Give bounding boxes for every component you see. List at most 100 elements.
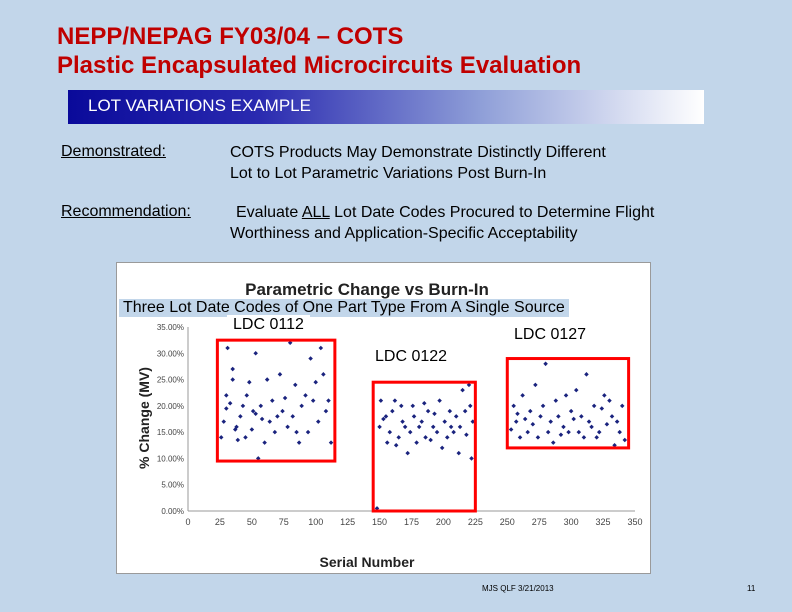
data-point <box>444 435 450 440</box>
lot-highlight-box-1 <box>371 380 477 513</box>
data-point <box>530 421 536 427</box>
data-point <box>517 435 523 440</box>
footer-text: MJS QLF 3/21/2013 <box>482 584 554 593</box>
lot-label-ldc-0127: LDC 0127 <box>508 325 593 345</box>
data-point <box>390 408 395 414</box>
data-point <box>238 414 243 419</box>
slide-title: NEPP/NEPAG FY03/04 – COTS Plastic Encaps… <box>57 22 581 80</box>
data-point <box>462 408 468 414</box>
data-point <box>416 424 422 430</box>
x-tick-label: 225 <box>468 517 483 527</box>
y-tick-label: 25.00% <box>157 376 184 385</box>
data-point <box>299 403 304 409</box>
data-point <box>538 414 543 419</box>
data-point <box>290 414 295 419</box>
y-tick-label: 20.00% <box>157 402 184 411</box>
data-point <box>545 429 551 435</box>
y-axis-label: % Change (MV) <box>136 367 152 469</box>
x-tick-label: 300 <box>564 517 579 527</box>
data-point <box>303 393 308 398</box>
data-point <box>525 429 530 435</box>
data-point <box>285 424 290 430</box>
data-point <box>540 403 546 409</box>
data-point <box>599 406 605 411</box>
recommendation-label: Recommendation: <box>61 203 191 220</box>
data-point <box>558 432 564 438</box>
x-tick-label: 100 <box>308 517 323 527</box>
data-point <box>432 411 437 417</box>
data-point <box>419 419 424 424</box>
recommendation-line-2: Worthiness and Application-Specific Acce… <box>230 225 578 242</box>
data-point <box>224 406 229 411</box>
x-tick-label: 25 <box>215 517 225 527</box>
demonstrated-text: COTS Products May Demonstrate Distinctly… <box>230 142 606 184</box>
data-point <box>392 398 398 403</box>
data-point <box>321 372 326 377</box>
data-point <box>553 398 559 403</box>
data-point <box>277 372 283 377</box>
data-point <box>393 443 399 448</box>
data-point <box>422 400 427 406</box>
data-point <box>563 393 569 398</box>
recommendation-line-1: Evaluate ALL Lot Date Codes Procured to … <box>236 202 654 223</box>
data-point <box>543 361 548 367</box>
data-point <box>253 351 258 356</box>
data-point <box>264 377 270 382</box>
section-banner-text: LOT VARIATIONS EXAMPLE <box>88 96 311 115</box>
data-point <box>437 398 442 403</box>
data-point <box>535 435 541 440</box>
data-point <box>551 440 556 445</box>
data-point <box>604 421 610 427</box>
recommendation-emphasis: ALL <box>301 204 330 221</box>
data-point <box>270 398 275 403</box>
demonstrated-line-2: Lot to Lot Parametric Variations Post Bu… <box>230 165 547 182</box>
data-point <box>561 424 566 430</box>
data-point <box>258 403 264 409</box>
data-point <box>396 435 401 440</box>
data-point <box>448 424 454 430</box>
data-point <box>227 400 233 406</box>
section-banner: LOT VARIATIONS EXAMPLE <box>68 90 704 124</box>
recommendation-post: Lot Date Codes Procured to Determine Fli… <box>329 204 655 221</box>
data-point <box>457 424 463 430</box>
data-point <box>383 414 389 419</box>
data-point <box>533 382 538 388</box>
data-point <box>589 424 594 430</box>
x-axis-label: Serial Number <box>320 554 415 570</box>
recommendation-pre: Evaluate <box>236 204 302 221</box>
data-point <box>456 450 462 456</box>
data-point <box>442 419 447 424</box>
recommendation-text: Evaluate ALL Lot Date Codes Procured to … <box>236 202 654 223</box>
data-point <box>310 398 316 403</box>
data-point <box>614 419 620 424</box>
scatter-chart: 0.00% 5.00% 10.00% 15.00% 20.00% 25.00% 30.00%… <box>116 262 651 574</box>
data-point <box>464 432 469 438</box>
lot-label-ldc-0122: LDC 0122 <box>369 347 454 367</box>
chart-canvas: 0.00% 5.00% 10.00% 15.00% 20.00% 25.00% 30.00%… <box>136 280 643 570</box>
data-point <box>262 440 267 445</box>
y-tick-label: 35.00% <box>157 323 184 332</box>
data-point <box>607 398 612 403</box>
data-point <box>235 437 241 443</box>
x-tick-label: 275 <box>532 517 547 527</box>
data-point <box>318 345 324 351</box>
slide-title-line-2: Plastic Encapsulated Microcircuits Evalu… <box>57 52 582 79</box>
data-point <box>548 419 553 424</box>
data-point <box>556 414 561 419</box>
data-point <box>571 416 576 422</box>
data-point <box>453 414 459 419</box>
data-point <box>244 393 250 398</box>
data-point <box>594 435 599 440</box>
data-point <box>617 429 622 435</box>
data-point <box>522 416 528 422</box>
data-point <box>423 435 428 440</box>
y-tick-label: 30.00% <box>157 349 184 358</box>
data-point <box>221 419 227 424</box>
data-point <box>305 429 311 435</box>
data-point <box>249 427 255 432</box>
data-point <box>447 408 453 414</box>
data-point <box>579 414 584 419</box>
data-point <box>275 414 280 419</box>
data-point <box>326 398 331 403</box>
data-point <box>328 440 334 445</box>
